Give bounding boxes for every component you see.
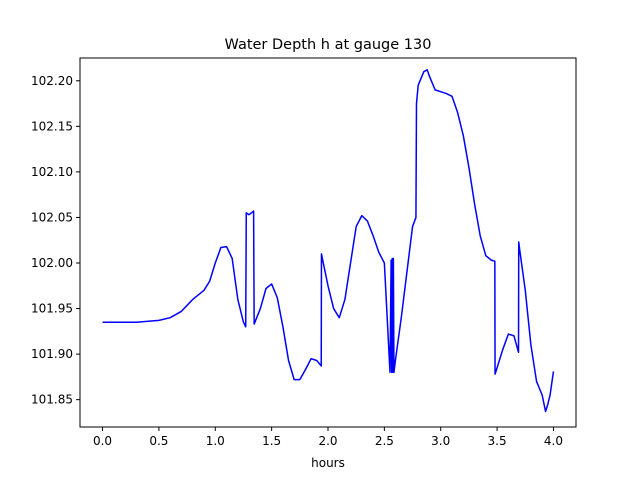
- y-tick-label: 102.15: [31, 119, 73, 133]
- plot-area: [80, 58, 576, 427]
- x-tick-label: 1.5: [262, 434, 281, 448]
- x-tick-label: 4.0: [544, 434, 563, 448]
- y-tick-label: 101.85: [31, 393, 73, 407]
- x-tick-label: 3.5: [488, 434, 507, 448]
- x-tick-label: 0.5: [149, 434, 168, 448]
- y-tick-label: 102.05: [31, 210, 73, 224]
- x-tick-label: 2.0: [318, 434, 337, 448]
- y-tick-label: 101.90: [31, 347, 73, 361]
- y-tick-label: 102.00: [31, 256, 73, 270]
- series-line-0: [102, 69, 555, 413]
- y-tick-label: 101.95: [31, 302, 73, 316]
- y-tick-label: 102.20: [31, 74, 73, 88]
- x-tick-label: 2.5: [375, 434, 394, 448]
- x-axis-label: hours: [311, 456, 345, 470]
- x-tick-label: 1.0: [206, 434, 225, 448]
- x-tick-label: 0.0: [93, 434, 112, 448]
- chart-title: Water Depth h at gauge 130: [225, 37, 432, 53]
- x-tick-label: 3.0: [431, 434, 450, 448]
- y-tick-label: 102.10: [31, 165, 73, 179]
